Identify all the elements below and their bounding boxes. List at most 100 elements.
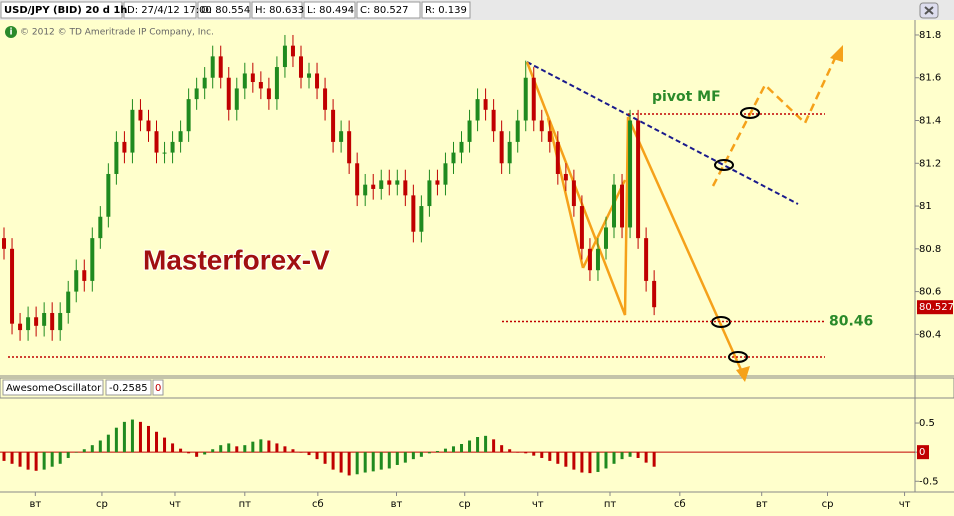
y-tick-label: 81.8 [919, 30, 941, 41]
x-tick-label: ср [459, 499, 471, 510]
x-tick-label: вт [29, 499, 41, 510]
osc-title: AwesomeOscillator [6, 383, 102, 394]
zero-box [917, 445, 929, 460]
candle-body [531, 77, 536, 121]
candle-body [82, 270, 87, 281]
candle-body [210, 56, 215, 78]
osc-bar [34, 452, 38, 471]
low: L: 80.494 [307, 5, 354, 16]
candle-body [403, 180, 408, 196]
candle-body [644, 238, 649, 281]
osc-bar [524, 452, 528, 454]
candle-body [555, 141, 560, 174]
marker [740, 107, 760, 119]
osc-bar [339, 452, 343, 473]
candle-body [427, 180, 432, 207]
candle-body [66, 291, 71, 313]
candle-body [178, 131, 183, 142]
candle-body [547, 131, 552, 142]
level-label: 80.46 [829, 314, 873, 330]
candle-body [387, 180, 392, 185]
candle-body [298, 56, 303, 78]
candle-body [579, 206, 584, 249]
candle-body [2, 238, 7, 249]
candle-body [226, 77, 231, 110]
candle-body [491, 109, 496, 132]
osc-bar [612, 452, 616, 464]
candle-body [315, 73, 320, 89]
osc-bar [251, 441, 255, 453]
x-tick-label: пт [239, 499, 252, 510]
osc-bar [315, 452, 319, 460]
osc-bar [235, 446, 239, 453]
candle-body [194, 88, 199, 100]
osc-bar [195, 452, 199, 457]
candle-body [202, 77, 207, 89]
box [303, 1, 356, 19]
candle-body [539, 120, 544, 132]
x-tick-label: ср [822, 499, 834, 510]
osc-bar [130, 419, 134, 453]
osc-bar [580, 452, 584, 473]
arrow-head [736, 366, 750, 382]
osc-bar [58, 452, 62, 464]
x-tick-label: вт [756, 499, 768, 510]
candle-body [467, 120, 472, 142]
high: H: 80.633 [255, 5, 304, 16]
osc-bar [243, 445, 247, 453]
candle-body [42, 312, 47, 326]
candle-body [515, 120, 520, 142]
candle-body [154, 131, 159, 153]
osc-bar [355, 452, 359, 475]
osc-bar [500, 445, 504, 453]
candle-body [323, 88, 328, 110]
osc-bar [363, 452, 367, 473]
y-tick-label: 81.4 [919, 116, 941, 127]
osc-bar [203, 452, 207, 455]
osc-current: -0.2585 [109, 383, 148, 394]
y-tick-label: 0.5 [919, 418, 935, 429]
date: D: 27/4/12 17:00 [127, 5, 212, 16]
candle-body [451, 152, 456, 164]
candle-body [411, 195, 416, 232]
candle-body [282, 45, 287, 68]
candle-body [475, 99, 480, 121]
candle-body [652, 280, 657, 308]
osc-bar [187, 452, 191, 454]
range: R: 0.139 [425, 5, 467, 16]
candle-body [587, 248, 592, 271]
candle-body [595, 248, 600, 271]
candle-body [274, 67, 279, 100]
y-tick-label: 80.6 [919, 287, 941, 298]
osc-bar [122, 421, 126, 453]
osc-bar [267, 440, 271, 453]
candle-body [170, 141, 175, 153]
box [2, 379, 104, 396]
candle-body [419, 206, 424, 232]
info-icon[interactable] [5, 26, 17, 38]
osc-bar [347, 452, 351, 476]
close-icon [924, 6, 934, 15]
candle-body [628, 120, 633, 228]
box [197, 1, 251, 19]
osc-bar [411, 452, 415, 460]
x-tick-label: ср [96, 499, 108, 510]
osc-bar [90, 445, 94, 453]
osc-bar [106, 434, 110, 453]
wave-path [525, 61, 744, 373]
candle-body [636, 120, 641, 239]
candle-body [10, 248, 15, 324]
osc-bar [572, 452, 576, 470]
candle-body [50, 312, 55, 331]
osc-bar [443, 448, 447, 453]
candle-body [130, 109, 135, 153]
osc-bar [275, 443, 279, 453]
candle-body [114, 141, 119, 174]
box [421, 1, 471, 19]
candle-body [258, 82, 263, 89]
osc-bar [26, 452, 30, 470]
osc-bar [18, 452, 22, 467]
osc-bar [219, 445, 223, 453]
candle-body [26, 317, 31, 331]
osc-bar [211, 449, 215, 453]
